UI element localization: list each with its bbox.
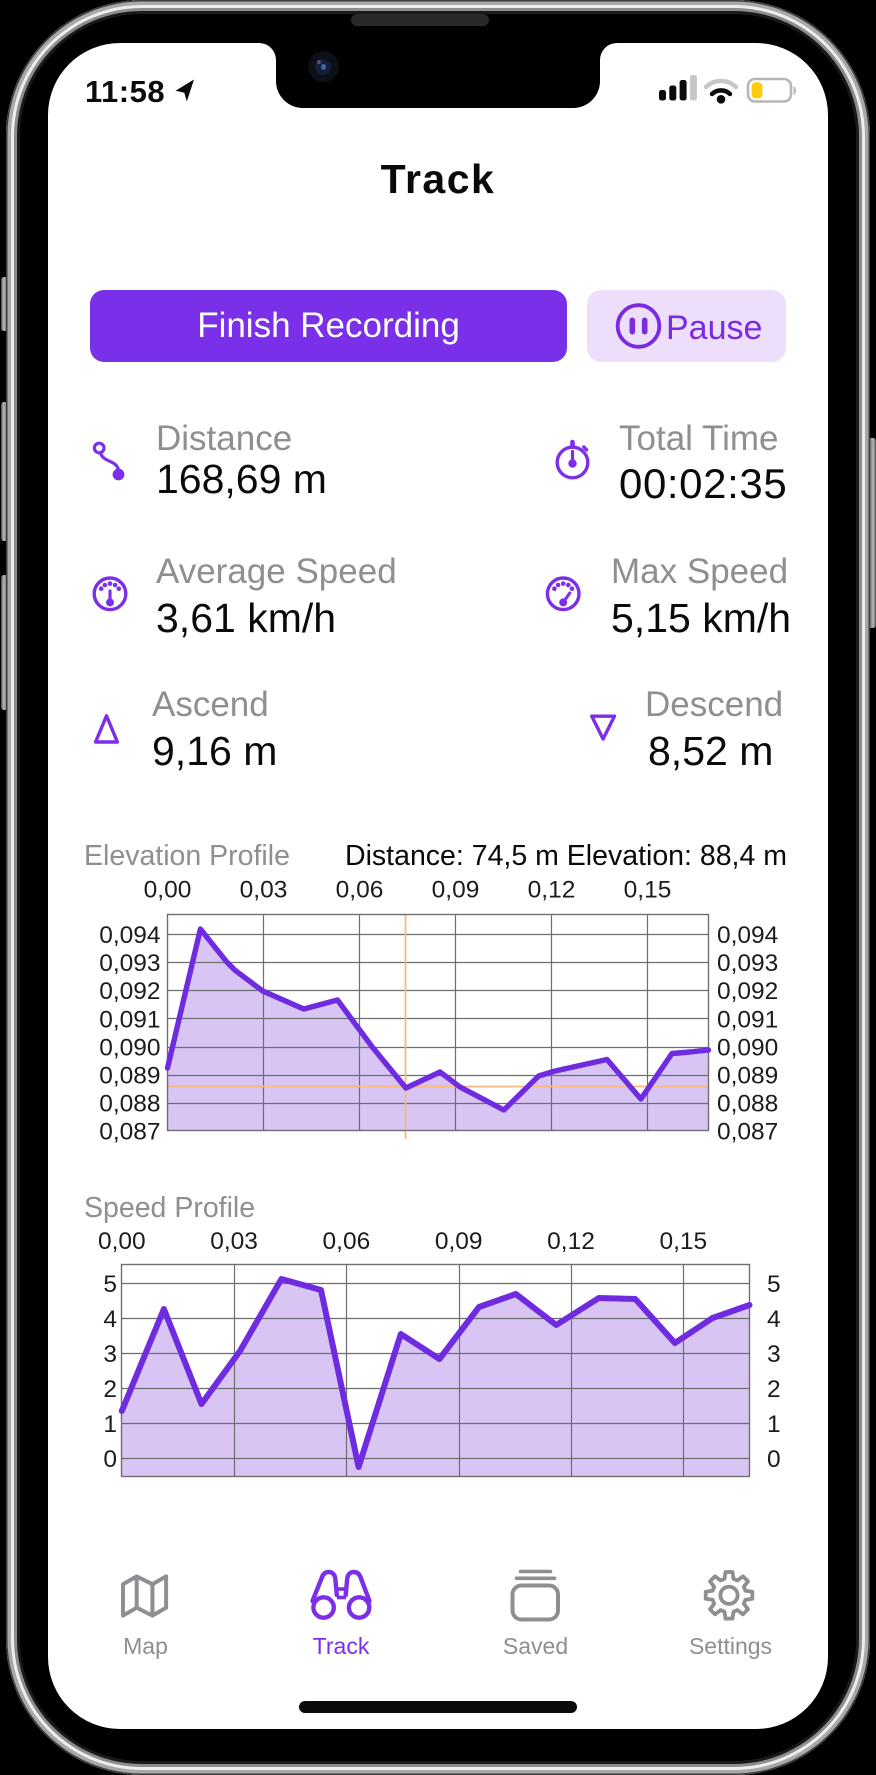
svg-text:1: 1 [767,1411,781,1438]
svg-text:0,089: 0,089 [99,1063,160,1090]
svg-text:0,092: 0,092 [717,978,778,1005]
svg-text:0,089: 0,089 [717,1063,778,1090]
svg-text:0,03: 0,03 [210,1228,258,1255]
svg-text:0,09: 0,09 [432,877,480,904]
svg-text:0,06: 0,06 [336,877,384,904]
svg-text:1: 1 [103,1411,117,1438]
svg-text:0,088: 0,088 [99,1091,160,1118]
svg-text:0,093: 0,093 [99,950,160,977]
svg-text:0: 0 [103,1446,117,1473]
svg-text:0,00: 0,00 [98,1228,146,1255]
svg-text:0,094: 0,094 [717,922,778,949]
svg-text:0,090: 0,090 [99,1034,160,1061]
svg-text:0,087: 0,087 [717,1119,778,1146]
svg-text:0: 0 [767,1446,781,1473]
svg-text:4: 4 [103,1306,117,1333]
svg-text:0,090: 0,090 [717,1034,778,1061]
svg-text:0,12: 0,12 [547,1228,595,1255]
svg-text:0,088: 0,088 [717,1091,778,1118]
svg-text:4: 4 [767,1306,781,1333]
svg-text:0,15: 0,15 [624,877,672,904]
svg-text:0,06: 0,06 [323,1228,371,1255]
svg-text:0,09: 0,09 [435,1228,483,1255]
svg-text:0,091: 0,091 [717,1006,778,1033]
svg-text:0,091: 0,091 [99,1006,160,1033]
svg-text:0,094: 0,094 [99,922,160,949]
svg-text:5: 5 [103,1271,117,1298]
svg-text:2: 2 [103,1376,117,1403]
svg-text:2: 2 [767,1376,781,1403]
svg-text:5: 5 [767,1271,781,1298]
svg-text:0,087: 0,087 [99,1119,160,1146]
svg-text:0,03: 0,03 [240,877,288,904]
svg-text:0,092: 0,092 [99,978,160,1005]
svg-text:0,093: 0,093 [717,950,778,977]
svg-text:3: 3 [767,1341,781,1368]
svg-text:0,12: 0,12 [528,877,576,904]
svg-text:3: 3 [103,1341,117,1368]
svg-text:0,00: 0,00 [144,877,192,904]
svg-text:0,15: 0,15 [659,1228,707,1255]
